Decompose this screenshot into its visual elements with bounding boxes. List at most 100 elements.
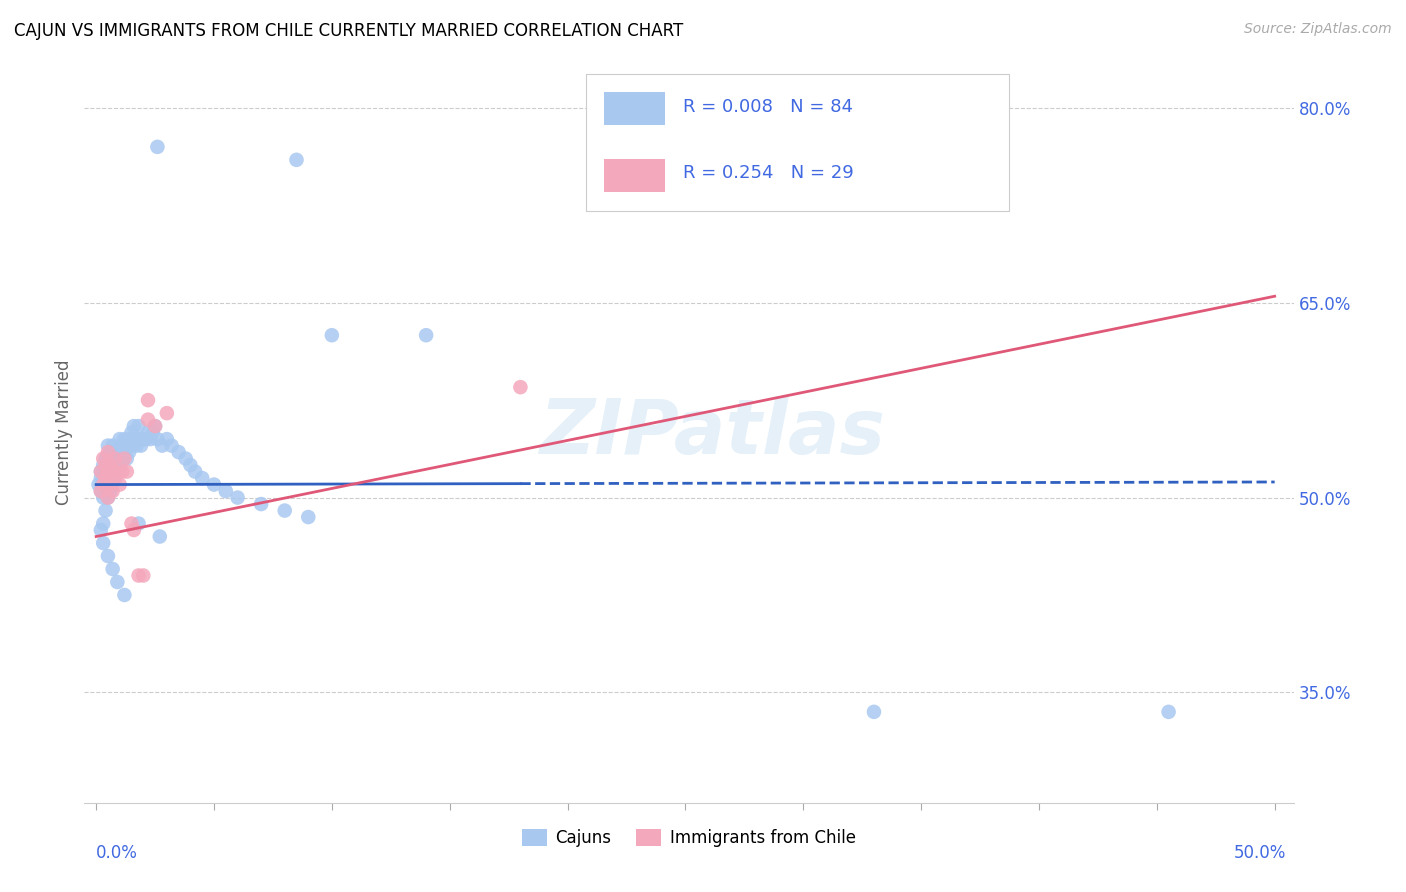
Point <box>115 451 138 466</box>
Point <box>101 451 124 466</box>
Point <box>105 574 128 589</box>
Point <box>101 439 124 453</box>
Point <box>179 458 201 472</box>
Point <box>132 568 155 582</box>
Point <box>1157 705 1180 719</box>
Point <box>104 471 127 485</box>
Point <box>122 419 145 434</box>
Point <box>105 465 128 479</box>
Point <box>97 445 120 459</box>
Point <box>101 562 124 576</box>
Point <box>90 465 112 479</box>
Point <box>98 484 121 499</box>
Point <box>125 439 148 453</box>
Point <box>321 328 343 343</box>
Point <box>297 510 319 524</box>
Point <box>160 439 183 453</box>
Point <box>128 516 150 531</box>
Point <box>128 432 150 446</box>
Point <box>108 477 131 491</box>
Point <box>97 491 120 505</box>
Point <box>90 523 112 537</box>
Point <box>90 484 112 499</box>
Point <box>121 516 143 531</box>
Point <box>94 503 117 517</box>
Text: Source: ZipAtlas.com: Source: ZipAtlas.com <box>1244 22 1392 37</box>
Text: R = 0.254   N = 29: R = 0.254 N = 29 <box>683 164 853 183</box>
Point <box>132 432 155 446</box>
Point <box>98 458 121 472</box>
Point <box>135 432 157 446</box>
Point <box>136 412 159 426</box>
Point <box>122 432 145 446</box>
Point <box>115 465 138 479</box>
Point <box>146 140 169 154</box>
Point <box>108 432 131 446</box>
Text: ZIPatlas: ZIPatlas <box>540 396 886 469</box>
Point <box>91 458 114 472</box>
Point <box>128 568 150 582</box>
Point <box>91 471 114 485</box>
Point <box>91 536 114 550</box>
Point <box>105 451 128 466</box>
Point <box>108 445 131 459</box>
Point <box>111 451 134 466</box>
Point <box>98 445 121 459</box>
Point <box>509 380 531 394</box>
Point <box>101 465 124 479</box>
Text: CAJUN VS IMMIGRANTS FROM CHILE CURRENTLY MARRIED CORRELATION CHART: CAJUN VS IMMIGRANTS FROM CHILE CURRENTLY… <box>14 22 683 40</box>
Point <box>156 406 179 420</box>
Point <box>156 432 179 446</box>
Point <box>863 705 886 719</box>
Point <box>87 477 110 491</box>
Point <box>94 451 117 466</box>
Point <box>122 523 145 537</box>
Point <box>94 471 117 485</box>
Point <box>226 491 249 505</box>
Point <box>104 458 127 472</box>
Point <box>174 451 197 466</box>
Point <box>98 477 121 491</box>
Point <box>112 588 135 602</box>
Text: R = 0.008   N = 84: R = 0.008 N = 84 <box>683 98 853 116</box>
Point <box>136 393 159 408</box>
Point <box>121 439 143 453</box>
Point <box>108 458 131 472</box>
Point <box>90 471 112 485</box>
Point <box>112 451 135 466</box>
Point <box>101 465 124 479</box>
Point <box>118 445 141 459</box>
Point <box>129 439 152 453</box>
Point <box>90 484 112 499</box>
Legend: Cajuns, Immigrants from Chile: Cajuns, Immigrants from Chile <box>516 822 862 854</box>
Point <box>167 445 190 459</box>
Point <box>139 432 162 446</box>
Point <box>97 465 120 479</box>
Point <box>104 471 127 485</box>
Point <box>118 432 141 446</box>
Point <box>98 458 121 472</box>
Point <box>273 503 295 517</box>
Bar <box>605 159 665 192</box>
Point <box>285 153 308 167</box>
Point <box>150 439 173 453</box>
Point <box>91 491 114 505</box>
Point <box>101 477 124 491</box>
Point <box>104 451 127 466</box>
Point <box>184 465 207 479</box>
Point <box>112 432 135 446</box>
Point <box>94 465 117 479</box>
Point <box>128 419 150 434</box>
Point <box>202 477 225 491</box>
FancyBboxPatch shape <box>586 73 1010 211</box>
Point <box>94 477 117 491</box>
Point <box>97 549 120 563</box>
Point <box>415 328 437 343</box>
Point <box>149 529 172 543</box>
Point <box>101 484 124 499</box>
Point <box>111 439 134 453</box>
Y-axis label: Currently Married: Currently Married <box>55 359 73 506</box>
Point <box>98 471 121 485</box>
Point <box>143 419 166 434</box>
Text: 0.0%: 0.0% <box>96 844 138 862</box>
